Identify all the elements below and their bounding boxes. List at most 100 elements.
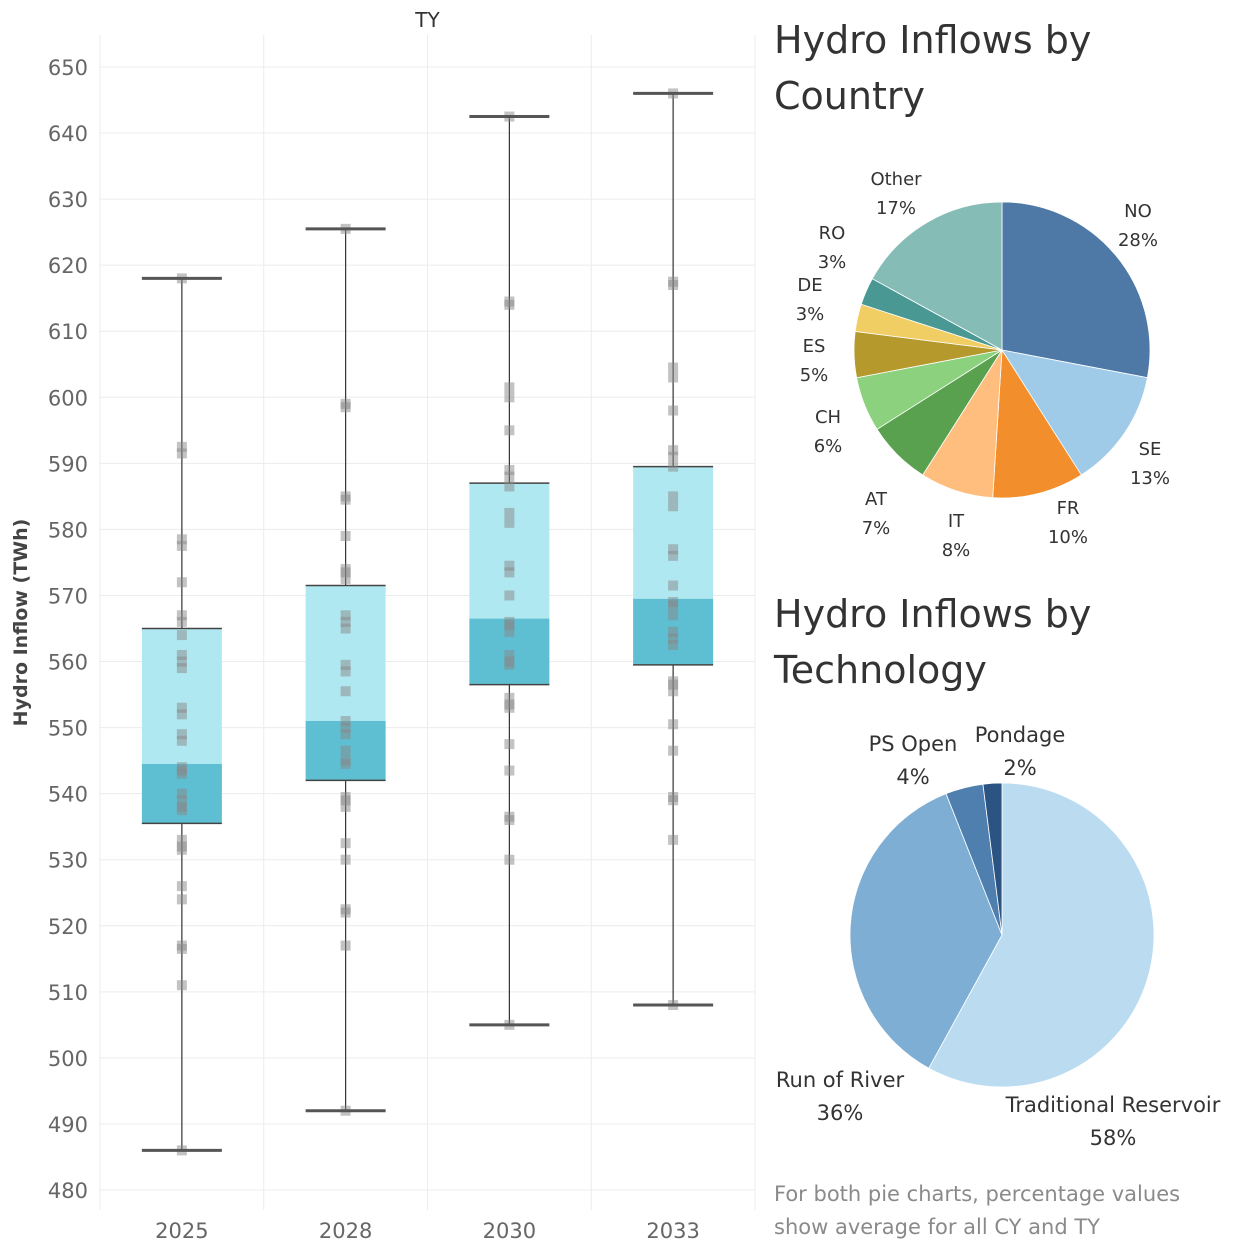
data-point [504, 765, 515, 776]
data-point [668, 626, 679, 637]
pie-slice-percent: 28% [1118, 230, 1158, 251]
box-upper-quartile [305, 585, 386, 721]
data-point [176, 735, 187, 746]
y-tick-label: 620 [48, 254, 88, 278]
data-point [176, 540, 187, 551]
pie-technology-title-line2: Technology [774, 648, 987, 692]
data-point [176, 649, 187, 660]
data-point [340, 722, 351, 733]
data-point [176, 801, 187, 812]
data-point [176, 940, 187, 951]
pie-slice-label: Traditional Reservoir [1005, 1093, 1221, 1117]
data-point [176, 795, 187, 806]
y-tick-label: 500 [48, 1047, 88, 1071]
pie-slice-percent: 58% [1090, 1126, 1137, 1150]
data-point [504, 481, 515, 492]
data-point [504, 616, 515, 627]
data-point [668, 501, 679, 512]
data-point [668, 745, 679, 756]
pie-slice-percent: 4% [896, 765, 929, 789]
data-point [176, 448, 187, 459]
data-point [176, 616, 187, 627]
data-point [176, 834, 187, 845]
y-tick-label: 490 [48, 1113, 88, 1137]
y-tick-label: 480 [48, 1179, 88, 1203]
data-point [176, 729, 187, 740]
data-point [176, 656, 187, 667]
data-point [504, 296, 515, 307]
data-point [668, 834, 679, 845]
data-point [176, 702, 187, 713]
data-point [668, 405, 679, 416]
data-point [340, 659, 351, 670]
pie-technology-title: Hydro Inflows by Technology [774, 586, 1214, 698]
pie-chart-technology: Traditional Reservoir 58% Run of River 36% P… [776, 723, 1221, 1150]
y-axis-label: Hydro Inflow (TWh) [10, 519, 32, 727]
pie-technology-title-line1: Hydro Inflows by [774, 592, 1092, 636]
data-point [340, 610, 351, 621]
footnote-line1: For both pie charts, percentage values [774, 1182, 1181, 1206]
y-tick-label: 510 [48, 981, 88, 1005]
data-point [340, 745, 351, 756]
y-tick-label: 570 [48, 584, 88, 608]
pie-slice-percent: 6% [814, 436, 843, 457]
data-point [504, 739, 515, 750]
pie-slice-percent: 3% [796, 304, 825, 325]
pie-country-title-line2: Country [774, 74, 925, 118]
pie-slice [992, 348, 1082, 499]
data-point [340, 398, 351, 409]
footnote-line2: show average for all CY and TY [774, 1215, 1100, 1239]
data-point [668, 580, 679, 591]
data-point [176, 630, 187, 641]
data-point [340, 623, 351, 634]
data-point [176, 441, 187, 452]
pie-slice-percent: 7% [862, 518, 891, 539]
box-chart-title: TY [414, 8, 440, 32]
pie-slice-label: ES [803, 336, 826, 357]
pie-slice-label: Other [870, 169, 922, 190]
pie-slice-label: Pondage [975, 723, 1066, 747]
pie-slice-percent: 36% [817, 1101, 864, 1125]
data-point [668, 445, 679, 456]
y-tick-label: 630 [48, 188, 88, 212]
pie-slice [982, 782, 1003, 936]
y-tick-label: 540 [48, 783, 88, 807]
pie-slice-label: NO [1124, 201, 1152, 222]
data-point [668, 461, 679, 472]
pie-slice-label: DE [797, 275, 822, 296]
data-point [176, 841, 187, 852]
data-point [176, 980, 187, 991]
data-point [176, 894, 187, 905]
data-point [340, 616, 351, 627]
data-point [504, 590, 515, 601]
data-point [340, 838, 351, 849]
x-tick-label: 2030 [483, 1219, 536, 1241]
pie-slice-percent: 13% [1130, 468, 1170, 489]
pie-slice-percent: 2% [1003, 756, 1036, 780]
pie-slice-label: IT [948, 511, 965, 532]
data-point [340, 715, 351, 726]
data-point [504, 854, 515, 865]
pie-slice-label: AT [865, 489, 888, 510]
pie-slice [928, 782, 1155, 1088]
data-point [668, 372, 679, 383]
x-tick-label: 2028 [319, 1219, 372, 1241]
data-point [176, 762, 187, 773]
data-point [504, 517, 515, 528]
data-point [668, 610, 679, 621]
data-point [668, 719, 679, 730]
data-point [176, 534, 187, 545]
data-point [176, 610, 187, 621]
data-point [504, 699, 515, 710]
data-point [504, 811, 515, 822]
pie-slice-label: SE [1139, 439, 1162, 460]
data-point [668, 451, 679, 462]
data-point [504, 464, 515, 475]
box-upper-quartile [633, 466, 714, 599]
data-point [668, 686, 679, 697]
data-point [668, 550, 679, 561]
data-point [504, 649, 515, 660]
pie-slice [871, 201, 1003, 351]
data-point [668, 276, 679, 287]
data-point [504, 692, 515, 703]
